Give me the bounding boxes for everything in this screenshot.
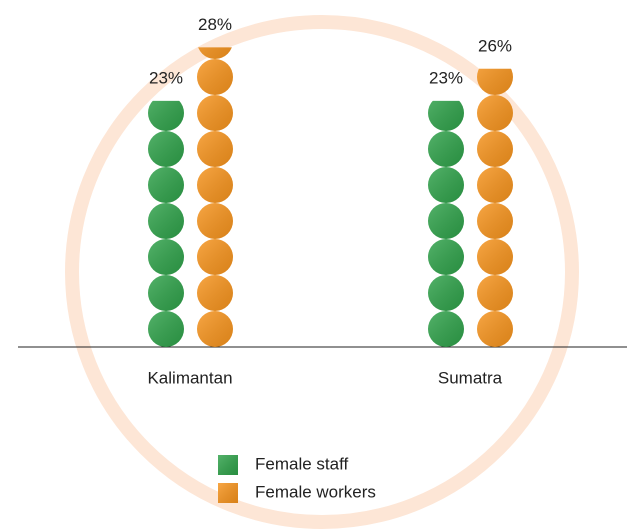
- bar-icon-shade: [428, 167, 464, 203]
- bar-icon-shade: [197, 167, 233, 203]
- bar-icon-shade: [428, 239, 464, 275]
- value-label: 23%: [149, 68, 183, 87]
- bar-icon-shade: [477, 203, 513, 239]
- bar-icon-shade: [148, 131, 184, 167]
- legend-swatch-shade: [218, 483, 238, 503]
- value-label: 28%: [198, 15, 232, 34]
- legend-swatch-shade: [218, 455, 238, 475]
- bar-icon-shade: [477, 68, 513, 95]
- x-tick-label: Kalimantan: [147, 368, 232, 387]
- bar: [477, 68, 513, 347]
- bar-icon-shade: [477, 311, 513, 347]
- bar-icon-shade: [148, 275, 184, 311]
- value-label: 23%: [429, 68, 463, 87]
- bar-icon-shade: [148, 100, 184, 131]
- bar-icon-shade: [477, 95, 513, 131]
- bar-icon-shade: [477, 239, 513, 275]
- bar-icon-shade: [197, 311, 233, 347]
- x-tick-label: Sumatra: [438, 368, 503, 387]
- bar-icon-shade: [148, 203, 184, 239]
- background-ring: [65, 15, 579, 529]
- legend-label: Female staff: [255, 454, 349, 473]
- bar: [428, 100, 464, 347]
- bar-icon-shade: [197, 239, 233, 275]
- bar-icon-shade: [148, 167, 184, 203]
- bar-icon-shade: [197, 59, 233, 95]
- bar-icon-shade: [197, 275, 233, 311]
- bar: [197, 47, 233, 347]
- bar-icon-shade: [428, 275, 464, 311]
- value-label: 26%: [478, 36, 512, 55]
- bar-icon-shade: [477, 167, 513, 203]
- bar-icon-shade: [428, 203, 464, 239]
- bar: [148, 100, 184, 347]
- bar-icon-shade: [198, 47, 232, 59]
- bar-icon-shade: [197, 203, 233, 239]
- bar-icon-shade: [148, 239, 184, 275]
- bar-icon-shade: [197, 131, 233, 167]
- bar-icon-shade: [428, 311, 464, 347]
- bar-icon-shade: [428, 131, 464, 167]
- bar-icon-shade: [428, 100, 464, 131]
- bar-icon-shade: [197, 95, 233, 131]
- bar-icon-shade: [477, 275, 513, 311]
- bar-icon-shade: [148, 311, 184, 347]
- bar-icon-shade: [477, 131, 513, 167]
- legend-label: Female workers: [255, 482, 376, 501]
